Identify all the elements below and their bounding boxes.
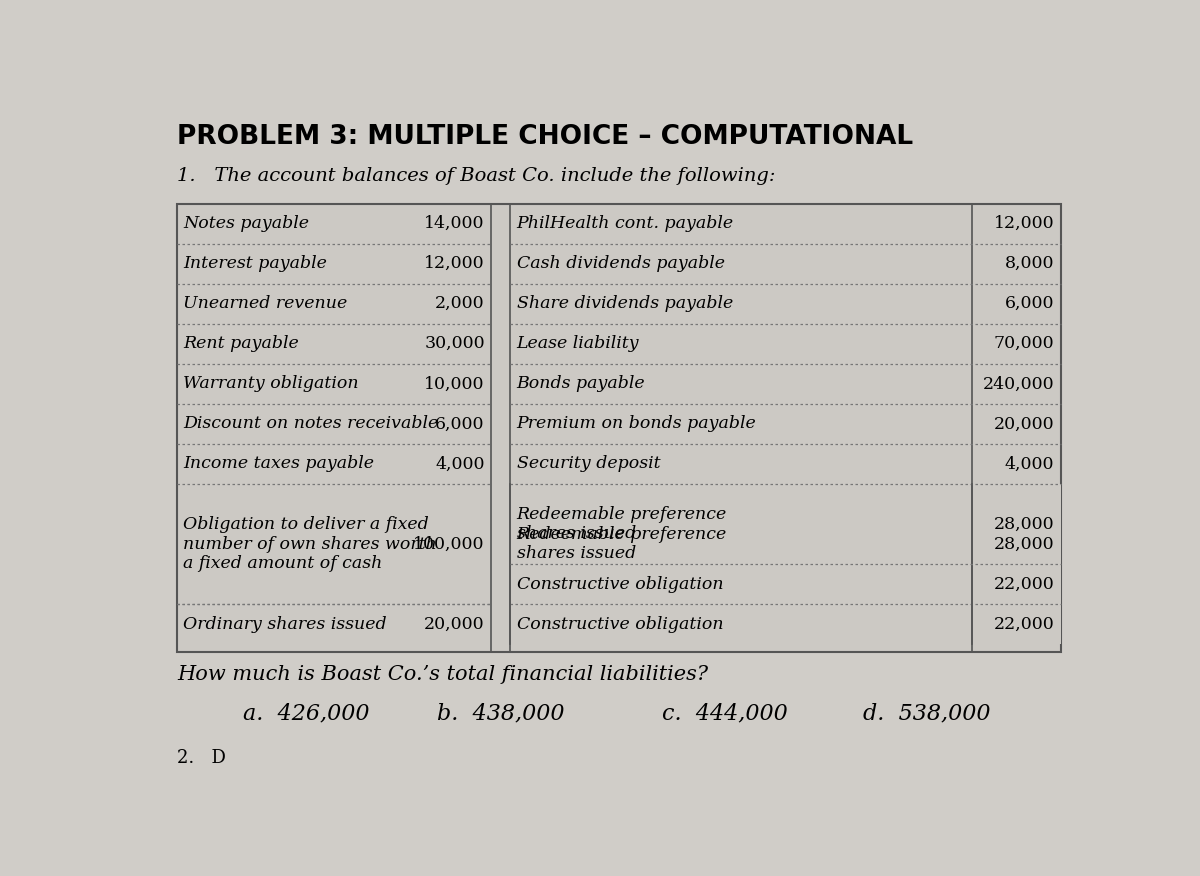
Text: 28,000: 28,000 bbox=[994, 535, 1055, 553]
Text: Premium on bonds payable: Premium on bonds payable bbox=[516, 415, 756, 433]
Text: 6,000: 6,000 bbox=[436, 415, 485, 433]
Text: 8,000: 8,000 bbox=[1004, 255, 1055, 272]
Text: 12,000: 12,000 bbox=[994, 215, 1055, 232]
Text: 14,000: 14,000 bbox=[425, 215, 485, 232]
Text: b.  438,000: b. 438,000 bbox=[437, 703, 564, 724]
Text: Discount on notes receivable: Discount on notes receivable bbox=[184, 415, 438, 433]
Text: Unearned revenue: Unearned revenue bbox=[184, 295, 348, 312]
Text: 30,000: 30,000 bbox=[424, 336, 485, 352]
Text: 4,000: 4,000 bbox=[436, 456, 485, 472]
Text: 4,000: 4,000 bbox=[1004, 456, 1055, 472]
Text: 2,000: 2,000 bbox=[436, 295, 485, 312]
Text: Share dividends payable: Share dividends payable bbox=[516, 295, 733, 312]
Text: Security deposit: Security deposit bbox=[516, 456, 660, 472]
Text: 240,000: 240,000 bbox=[983, 375, 1055, 392]
Text: 6,000: 6,000 bbox=[1004, 295, 1055, 312]
Bar bbox=[178, 204, 1061, 652]
Text: 70,000: 70,000 bbox=[994, 336, 1055, 352]
Text: Obligation to deliver a fixed
number of own shares worth
a fixed amount of cash: Obligation to deliver a fixed number of … bbox=[184, 516, 437, 572]
Text: 20,000: 20,000 bbox=[424, 616, 485, 632]
Text: 10,000: 10,000 bbox=[425, 375, 485, 392]
Text: 28,000: 28,000 bbox=[994, 515, 1055, 533]
Text: Ordinary shares issued: Ordinary shares issued bbox=[184, 616, 386, 632]
Text: Notes payable: Notes payable bbox=[184, 215, 310, 232]
Text: Cash dividends payable: Cash dividends payable bbox=[516, 255, 725, 272]
Text: 2.   D: 2. D bbox=[178, 749, 226, 767]
Text: 22,000: 22,000 bbox=[994, 576, 1055, 592]
Text: PROBLEM 3: MULTIPLE CHOICE – COMPUTATIONAL: PROBLEM 3: MULTIPLE CHOICE – COMPUTATION… bbox=[178, 124, 913, 151]
Text: Rent payable: Rent payable bbox=[184, 336, 299, 352]
Text: Lease liability: Lease liability bbox=[516, 336, 640, 352]
Text: Interest payable: Interest payable bbox=[184, 255, 328, 272]
Text: Warranty obligation: Warranty obligation bbox=[184, 375, 359, 392]
Text: How much is Boast Co.’s total financial liabilities?: How much is Boast Co.’s total financial … bbox=[178, 666, 708, 684]
Text: Redeemable preference
shares issued: Redeemable preference shares issued bbox=[516, 526, 727, 562]
Text: 20,000: 20,000 bbox=[994, 415, 1055, 433]
Text: a.  426,000: a. 426,000 bbox=[242, 703, 370, 724]
Text: Redeemable preference
shares issued: Redeemable preference shares issued bbox=[516, 505, 727, 542]
Text: Constructive obligation: Constructive obligation bbox=[516, 576, 724, 592]
Text: 1.   The account balances of Boast Co. include the following:: 1. The account balances of Boast Co. inc… bbox=[178, 167, 775, 185]
Bar bbox=[510, 484, 1061, 604]
Bar bbox=[510, 604, 1061, 644]
Text: 22,000: 22,000 bbox=[994, 616, 1055, 632]
Text: Bonds payable: Bonds payable bbox=[516, 375, 646, 392]
Text: 12,000: 12,000 bbox=[424, 255, 485, 272]
Text: PhilHealth cont. payable: PhilHealth cont. payable bbox=[516, 215, 733, 232]
Text: 100,000: 100,000 bbox=[413, 535, 485, 553]
Text: Constructive obligation: Constructive obligation bbox=[516, 616, 724, 632]
Text: c.  444,000: c. 444,000 bbox=[661, 703, 787, 724]
Bar bbox=[511, 604, 1060, 643]
Text: Income taxes payable: Income taxes payable bbox=[184, 456, 374, 472]
Text: d.  538,000: d. 538,000 bbox=[863, 703, 990, 724]
